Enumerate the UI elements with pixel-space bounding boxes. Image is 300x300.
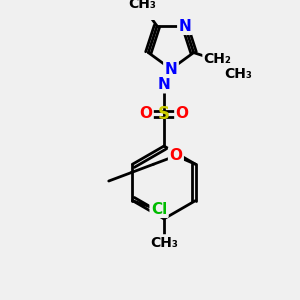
Text: N: N — [158, 77, 170, 92]
Text: O: O — [176, 106, 189, 121]
Text: S: S — [158, 105, 170, 123]
Text: CH₃: CH₃ — [128, 0, 156, 11]
Text: N: N — [178, 19, 191, 34]
Text: O: O — [139, 106, 152, 121]
Text: O: O — [169, 148, 182, 163]
Text: CH₃: CH₃ — [150, 236, 178, 250]
Text: Cl: Cl — [151, 202, 167, 217]
Text: CH₂: CH₂ — [204, 52, 232, 66]
Text: N: N — [165, 61, 177, 76]
Text: CH₃: CH₃ — [225, 67, 253, 81]
